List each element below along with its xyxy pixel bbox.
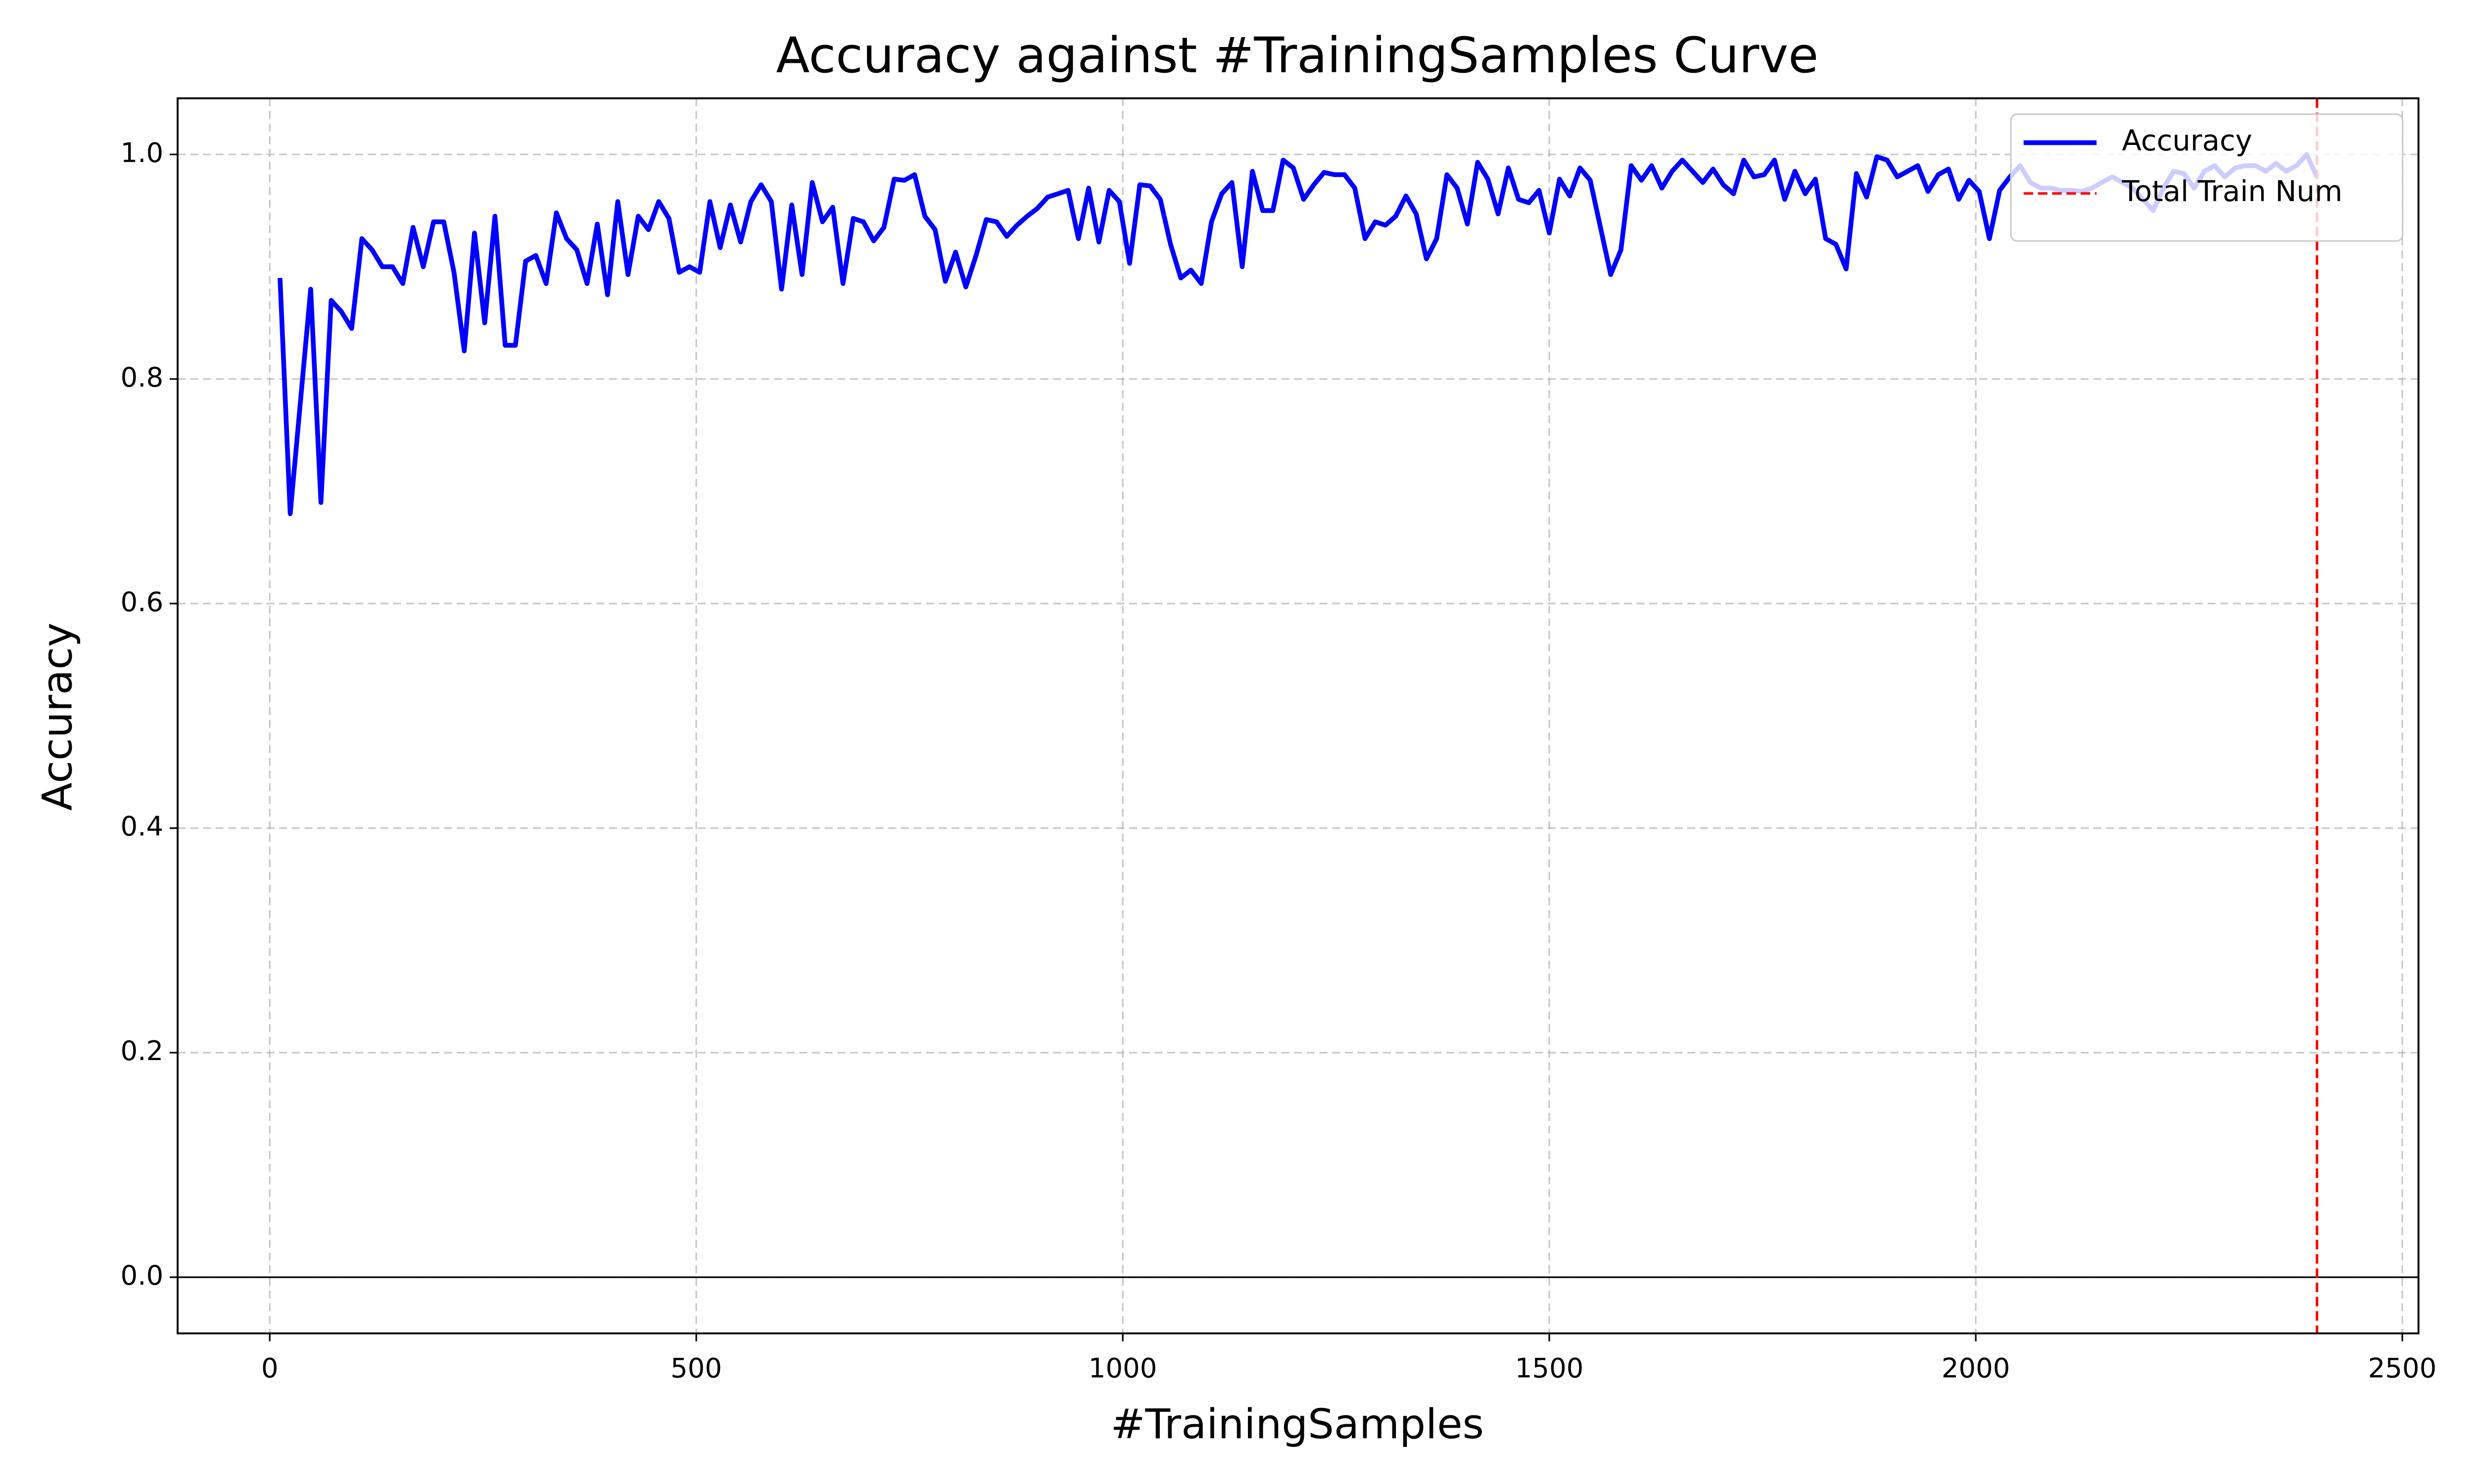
legend-box <box>2010 113 2404 242</box>
legend-label: Accuracy <box>2122 124 2252 157</box>
x-tick-label: 2500 <box>2368 1352 2437 1384</box>
x-tick-label: 0 <box>261 1352 279 1384</box>
y-tick-label: 0.2 <box>121 1035 164 1067</box>
x-tick-label: 1500 <box>1515 1352 1584 1384</box>
x-tick-label: 500 <box>670 1352 722 1384</box>
y-tick-label: 0.4 <box>121 810 164 842</box>
x-tick-label: 2000 <box>1942 1352 2010 1384</box>
plot-frame <box>177 97 2420 1335</box>
y-tick-label: 0.6 <box>121 586 164 617</box>
y-tick-label: 0.8 <box>121 361 164 393</box>
data-line <box>278 152 2320 516</box>
y-tick-label: 1.0 <box>121 137 164 168</box>
x-tick-label: 1000 <box>1089 1352 1157 1384</box>
chart-title: Accuracy against #TrainingSamples Curve <box>776 27 1818 84</box>
y-tick-label: 0.0 <box>121 1259 164 1291</box>
y-axis-label: Accuracy <box>34 622 82 810</box>
legend: Accuracy Total Train Num <box>2010 113 2404 242</box>
x-axis-label: #TrainingSamples <box>1111 1400 1484 1448</box>
legend-label: Total Train Num <box>2121 175 2342 208</box>
